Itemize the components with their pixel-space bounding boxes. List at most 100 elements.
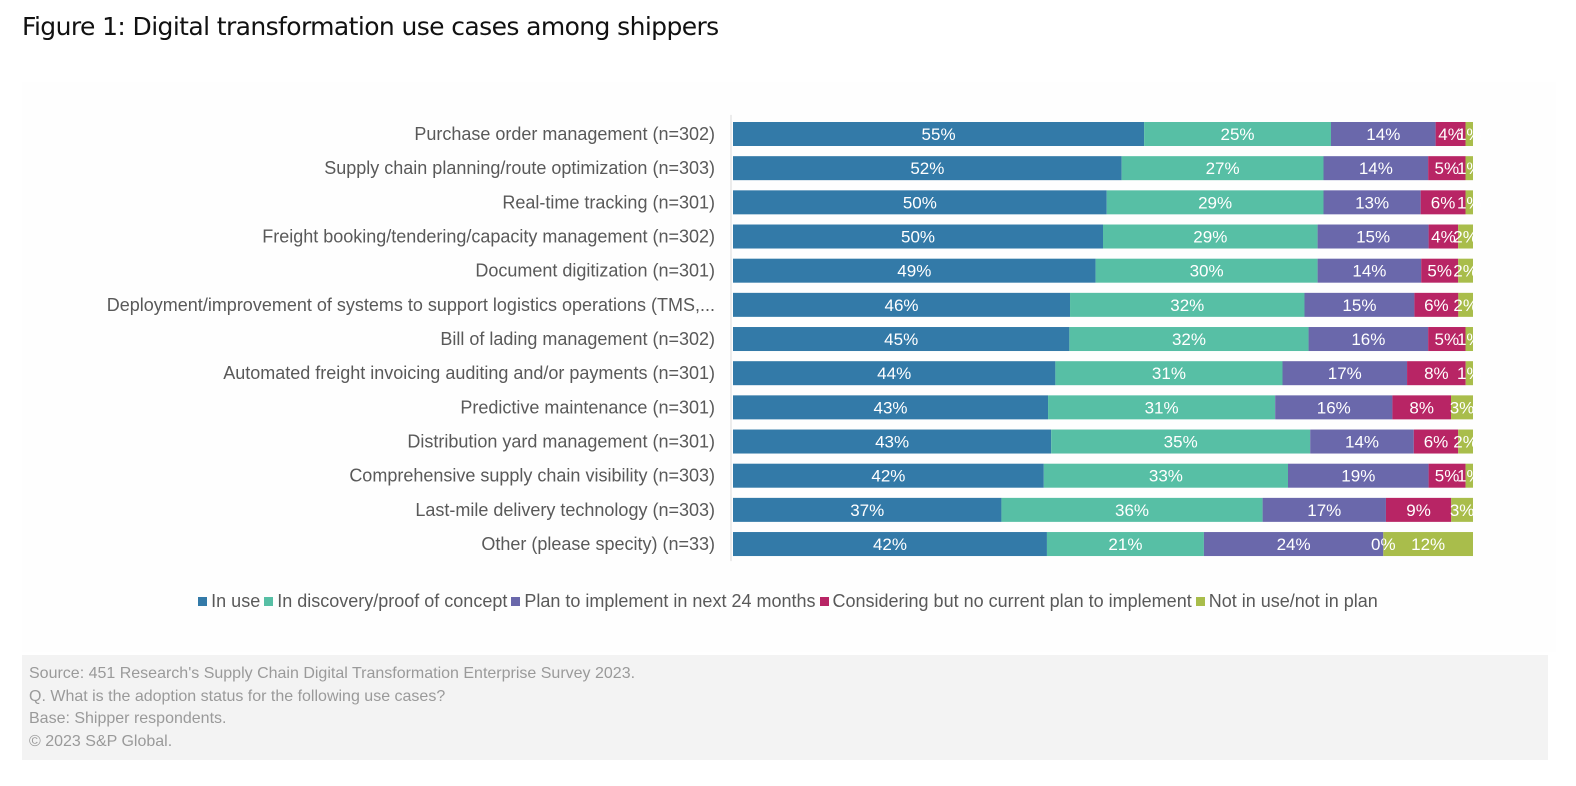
legend-label: In use: [211, 591, 261, 611]
bar-segment: [1428, 327, 1466, 352]
bar-segment: [1420, 190, 1466, 215]
data-label: 4%: [1438, 125, 1463, 144]
bar-segment: [1465, 156, 1473, 181]
bars: [733, 122, 1473, 557]
copyright-note: © 2023 S&P Global.: [29, 732, 173, 750]
bar-segment: [1458, 292, 1473, 317]
data-label: 8%: [1409, 398, 1434, 417]
data-label: 1%: [1457, 330, 1482, 349]
legend-label: In discovery/proof of concept: [277, 591, 508, 611]
data-label: 6%: [1424, 296, 1449, 315]
bar-segment: [733, 190, 1107, 215]
bar-segment: [1275, 395, 1393, 420]
bar-segment: [733, 497, 1002, 522]
data-label: 30%: [1190, 262, 1224, 281]
data-label: 42%: [871, 467, 905, 486]
bar-segment: [733, 258, 1096, 283]
category-label: Comprehensive supply chain visibility (n…: [349, 466, 715, 486]
category-label: Other (please specity) (n=33): [481, 534, 715, 554]
data-label: 17%: [1307, 501, 1341, 520]
data-label: 5%: [1435, 159, 1460, 178]
legend-item: In use: [198, 591, 260, 612]
data-label: 52%: [910, 159, 944, 178]
legend-label: Plan to implement in next 24 months: [524, 591, 816, 611]
category-label: Supply chain planning/route optimization…: [324, 158, 715, 178]
category-labels: Purchase order management (n=302) Supply …: [107, 124, 715, 554]
bar-segment: [1435, 122, 1466, 146]
bar-segment: [1323, 156, 1429, 181]
legend-item: Not in use/not in plan: [1195, 591, 1378, 612]
chart-footer: Source: 451 Research's Supply Chain Digi…: [22, 655, 1548, 760]
data-label: 14%: [1345, 433, 1379, 452]
data-label: 14%: [1366, 125, 1400, 144]
data-label: 44%: [877, 364, 911, 383]
bar-segment: [1262, 497, 1386, 522]
bar-segment: [733, 463, 1044, 488]
bar-segment: [733, 361, 1056, 386]
data-label: 55%: [922, 125, 956, 144]
bar-segment: [1392, 395, 1452, 420]
data-label: 16%: [1317, 398, 1351, 417]
bar-segment: [1465, 361, 1473, 386]
bar-segment: [1451, 497, 1473, 522]
bar-segment: [1413, 429, 1459, 454]
data-label: 43%: [875, 433, 909, 452]
data-label: 1%: [1457, 467, 1482, 486]
value-labels: 55% 25% 14% 4%1%52% 27% 14% 5%1%50% 29% 13% 6% 1%5…: [850, 125, 1481, 554]
data-label: 37%: [850, 501, 884, 520]
bar-segment: [1458, 429, 1473, 454]
bar-segment: [1330, 122, 1436, 146]
data-label: 14%: [1352, 262, 1386, 281]
category-label: Bill of lading management (n=302): [440, 329, 715, 349]
legend-swatch-icon: [198, 597, 208, 606]
bar-segment: [1414, 292, 1459, 317]
data-label: 3%: [1450, 398, 1475, 417]
data-label: 15%: [1342, 296, 1376, 315]
data-label: 31%: [1152, 364, 1186, 383]
data-label: 5%: [1435, 467, 1460, 486]
bar-segment: [1465, 327, 1473, 352]
bar-segment: [1095, 258, 1318, 283]
data-label: 32%: [1172, 330, 1206, 349]
data-label: 6%: [1424, 433, 1449, 452]
bar-segment: [1106, 190, 1324, 215]
bar-segment: [1310, 429, 1414, 454]
bar-segment: [733, 429, 1052, 454]
bar-segment: [1069, 327, 1309, 352]
data-label: 2%: [1453, 296, 1478, 315]
bar-segment: [1428, 156, 1466, 181]
bar-segment: [1051, 429, 1311, 454]
bar-segment: [1383, 532, 1473, 557]
bar-segment: [733, 122, 1145, 146]
data-label: 17%: [1328, 364, 1362, 383]
bar-segment: [1308, 327, 1429, 352]
data-label: 25%: [1221, 125, 1255, 144]
data-label: 14%: [1359, 159, 1393, 178]
bar-segment: [733, 532, 1047, 557]
bar-segment: [1317, 224, 1429, 249]
data-label: 32%: [1170, 296, 1204, 315]
data-label: 2%: [1453, 433, 1478, 452]
data-label: 1%: [1457, 364, 1482, 383]
data-label: 19%: [1341, 467, 1375, 486]
bar-segment: [1458, 224, 1473, 249]
data-label: 27%: [1206, 159, 1240, 178]
legend-swatch-icon: [264, 597, 274, 606]
bar-segment: [1304, 292, 1415, 317]
bar-segment: [1048, 395, 1276, 420]
data-label: 5%: [1435, 330, 1460, 349]
bar-segment: [1421, 258, 1459, 283]
data-label: 16%: [1351, 330, 1385, 349]
bar-segment: [1043, 463, 1288, 488]
category-label: Real-time tracking (n=301): [502, 192, 715, 212]
bar-segment: [733, 156, 1122, 181]
legend-item: Plan to implement in next 24 months: [511, 591, 816, 612]
data-label: 13%: [1355, 193, 1389, 212]
bar-segment: [1465, 463, 1473, 488]
bar-segment: [733, 224, 1103, 249]
data-label: 29%: [1198, 193, 1232, 212]
bar-segment: [1055, 361, 1283, 386]
legend-item: In discovery/proof of concept: [264, 591, 507, 612]
bar-segment: [1144, 122, 1331, 146]
